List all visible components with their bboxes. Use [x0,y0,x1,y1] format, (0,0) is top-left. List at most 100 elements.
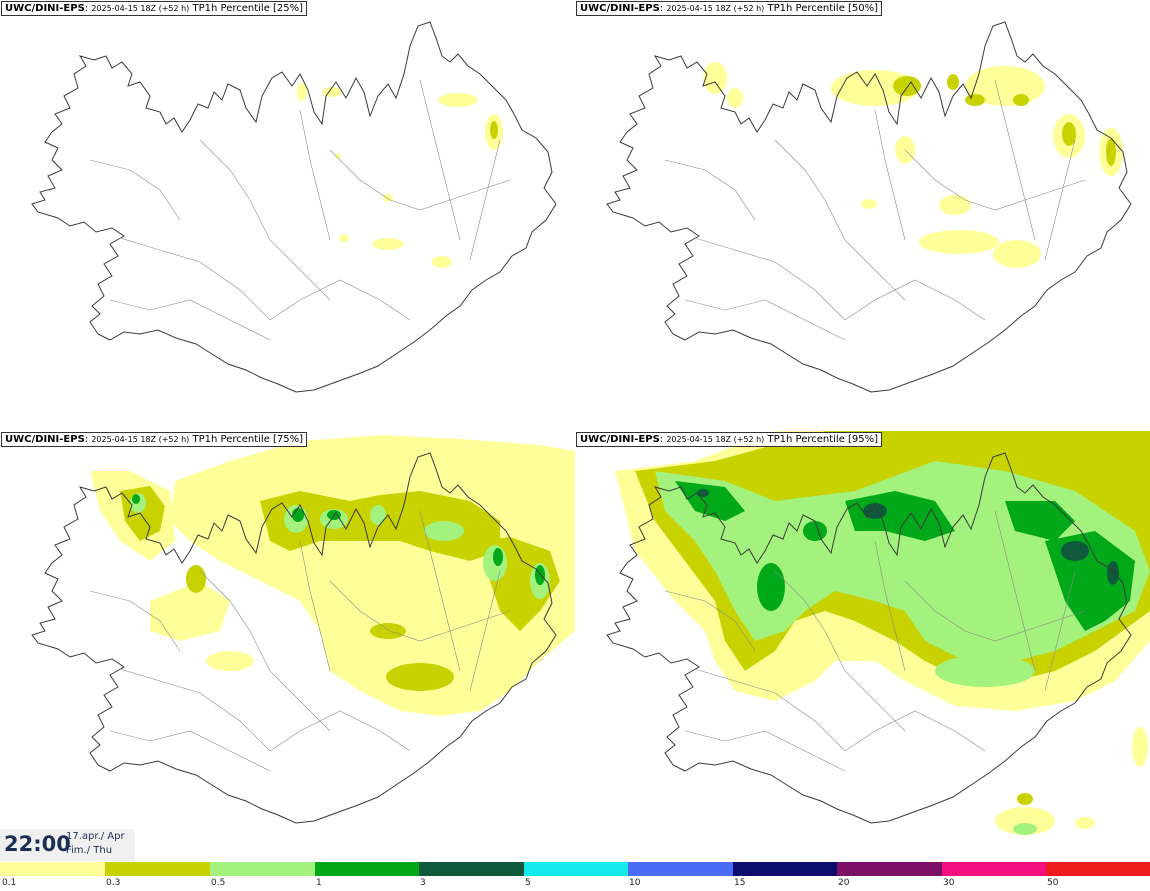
precip-area [995,807,1055,835]
run-time: 2025-04-15 18Z (+52 h) [666,435,765,444]
precip-area [803,521,827,541]
precip-area [370,623,406,639]
model-name: UWC/DINI-EPS [5,434,85,445]
precip-fields [703,62,1123,268]
precip-area [372,238,404,250]
precip-area [424,521,464,541]
map-panel-p75: UWC/DINI-EPS: 2025-04-15 18Z (+52 h) TP1… [0,431,575,861]
valid-time-clock: 22:00 [4,832,71,856]
legend-tick: 0.5 [211,878,226,888]
precip-area [831,70,919,106]
valid-time-box: 22:00 17.apr./ Apr Fim./ Thu [0,829,135,861]
map-panel-p50: UWC/DINI-EPS: 2025-04-15 18Z (+52 h) TP1… [575,0,1150,430]
precip-area [322,87,342,97]
precip-fields [615,431,1150,835]
precip-area [965,94,985,106]
legend-swatch [0,862,105,876]
precip-area [757,563,785,611]
precip-area [1132,727,1148,767]
roads-and-rivers [664,79,1086,341]
legend-swatch [1046,862,1150,876]
precip-area [703,62,727,94]
legend-swatch [733,862,837,876]
precip-area [697,489,709,497]
precip-area [1013,823,1037,835]
panel-title: UWC/DINI-EPS: 2025-04-15 18Z (+52 h) TP1… [576,432,883,447]
precip-area [893,76,921,96]
precip-area [438,93,478,107]
precip-area [1106,138,1116,166]
color-legend-bar [0,862,1150,876]
model-name: UWC/DINI-EPS [580,3,660,14]
product-name: TP1h Percentile [75%] [192,434,304,445]
coastline [31,21,557,393]
precip-area [1061,541,1089,561]
precip-area [861,199,877,209]
valid-date: 17.apr./ Apr [66,831,125,842]
product-name: TP1h Percentile [95%] [767,434,879,445]
product-name: TP1h Percentile [25%] [192,3,304,14]
legend-tick: 15 [734,878,746,888]
precip-area [993,240,1041,268]
legend-tick: 50 [1047,878,1059,888]
legend-swatch [419,862,524,876]
legend-swatch [628,862,733,876]
run-time: 2025-04-15 18Z (+52 h) [91,4,190,13]
legend-tick: 10 [629,878,641,888]
map-panel-p95: UWC/DINI-EPS: 2025-04-15 18Z (+52 h) TP1… [575,431,1150,861]
precip-area [386,663,454,691]
precip-area [490,121,498,139]
legend-tick: 0.1 [2,878,17,888]
legend-tick: 3 [420,878,426,888]
precip-area [1013,94,1029,106]
run-time: 2025-04-15 18Z (+52 h) [666,4,765,13]
precip-map-p95 [606,431,1150,835]
valid-weekday: Fim./ Thu [66,845,113,856]
precip-area [947,74,959,90]
legend-swatch [837,862,942,876]
precip-area [675,481,745,521]
precip-fields [297,83,503,268]
precip-area [1107,561,1119,585]
precip-area [1017,793,1033,805]
model-name: UWC/DINI-EPS [5,3,85,14]
panel-title: UWC/DINI-EPS: 2025-04-15 18Z (+52 h) TP1… [1,1,308,16]
precip-area [292,508,304,522]
run-time: 2025-04-15 18Z (+52 h) [91,435,190,444]
precip-area [493,548,503,566]
precip-area [535,565,545,585]
precip-area [206,651,254,671]
legend-tick: 20 [838,878,850,888]
legend-swatch [210,862,315,876]
precip-area [370,505,386,525]
precip-area [935,655,1035,687]
precip-map-p50 [606,21,1132,393]
legend-tick: 0.3 [106,878,121,888]
precip-area [863,503,887,519]
precip-area [132,494,140,504]
precip-area [727,88,743,108]
precip-area [297,83,307,101]
legend-swatch [315,862,419,876]
precip-area [919,230,999,254]
precip-area [260,491,500,561]
precip-area [186,565,206,593]
precip-area [939,195,971,215]
precip-area [1005,501,1075,541]
model-name: UWC/DINI-EPS [580,434,660,445]
legend-swatch [105,862,210,876]
map-panel-p25: UWC/DINI-EPS: 2025-04-15 18Z (+52 h) TP1… [0,0,575,430]
legend-tick: 1 [316,878,322,888]
precip-map-p75 [31,435,575,824]
precip-fields [90,435,575,716]
product-name: TP1h Percentile [50%] [767,3,879,14]
precip-area [335,153,341,159]
legend-swatch [942,862,1046,876]
precip-area [339,234,349,242]
precip-area [150,581,230,641]
precip-area [1075,817,1095,829]
panel-title: UWC/DINI-EPS: 2025-04-15 18Z (+52 h) TP1… [576,1,883,16]
precip-map-p25 [31,21,557,393]
roads-and-rivers [89,79,511,341]
legend-tick: 30 [943,878,955,888]
